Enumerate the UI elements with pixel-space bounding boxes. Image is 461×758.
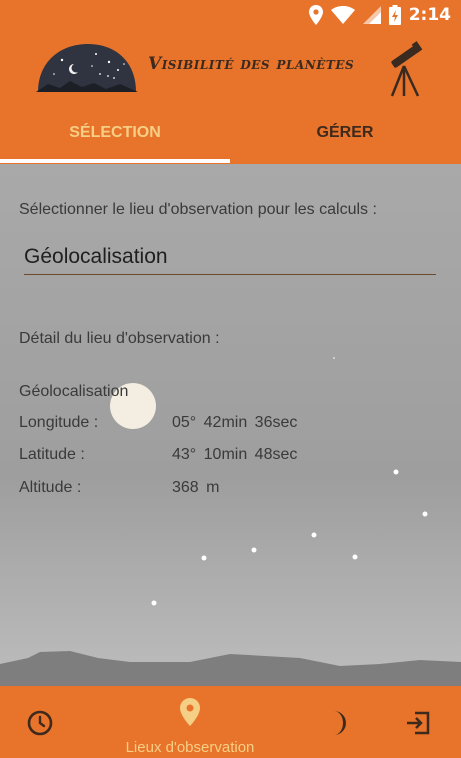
- detail-title: Détail du lieu d'observation :: [19, 330, 220, 347]
- status-icons: 2:14: [308, 5, 451, 25]
- altitude-label: Altitude :: [19, 479, 82, 496]
- nav-moon-button[interactable]: [322, 708, 352, 738]
- latitude-value: 43° 10min 48sec: [172, 446, 298, 463]
- tab-selected-indicator: [0, 159, 230, 163]
- app-header: Visibilité des planètes: [0, 34, 461, 102]
- nav-exit-button[interactable]: [403, 708, 433, 738]
- night-sky-dome-logo: [36, 44, 138, 92]
- location-dropdown-value: Géolocalisation: [24, 245, 168, 268]
- status-time: 2:14: [408, 5, 451, 25]
- nav-lieux-label: Lieux d'observation: [125, 739, 255, 756]
- location-dropdown[interactable]: Géolocalisation: [24, 242, 436, 275]
- nav-lieux-button[interactable]: Lieux d'observation: [100, 696, 280, 756]
- telescope-icon: [390, 41, 423, 97]
- status-bar: 2:14: [0, 0, 461, 34]
- nav-clock-button[interactable]: [25, 708, 55, 738]
- exit-icon: [407, 711, 430, 735]
- main-panel: Sélectionner le lieu d'observation pour …: [0, 164, 461, 686]
- signal-icon: [362, 6, 381, 24]
- moon-icon: [334, 711, 346, 735]
- location-prompt: Sélectionner le lieu d'observation pour …: [19, 201, 377, 218]
- app-title: Visibilité des planètes: [148, 54, 355, 74]
- night-sky-background: [0, 357, 461, 686]
- tab-bar: SÉLECTION GÉRER: [0, 102, 461, 164]
- altitude-value: 368 m: [172, 479, 220, 496]
- clock-icon: [27, 710, 53, 736]
- location-pin-icon: [180, 698, 200, 726]
- latitude-label: Latitude :: [19, 446, 85, 463]
- tab-gerer[interactable]: GÉRER: [316, 124, 374, 141]
- longitude-label: Longitude :: [19, 414, 99, 431]
- bottom-nav: Lieux d'observation: [0, 686, 461, 758]
- location-icon: [308, 5, 323, 25]
- longitude-value: 05° 42min 36sec: [172, 414, 298, 431]
- detail-location-name: Géolocalisation: [19, 383, 129, 400]
- wifi-icon: [330, 6, 355, 24]
- tab-selection[interactable]: SÉLECTION: [69, 124, 161, 141]
- battery-icon: [388, 5, 401, 25]
